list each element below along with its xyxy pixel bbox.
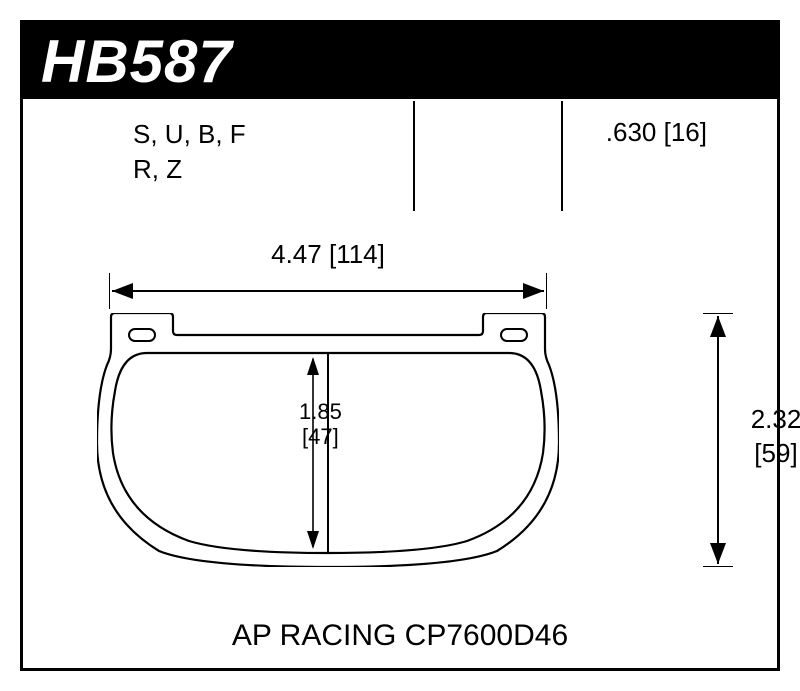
part-number: HB587 — [41, 27, 233, 96]
inner-height-label: 1.85 [47] — [299, 399, 342, 450]
thickness-mm: 16 — [671, 117, 700, 147]
height-mm: 59 — [762, 438, 791, 468]
diagram-content: S, U, B, F R, Z .630 [16] 4.47 [114] — [23, 99, 777, 671]
width-mm: 114 — [336, 239, 377, 269]
height-inches: 2.32 — [751, 404, 800, 434]
inner-mm: 47 — [308, 424, 332, 449]
caliper-model: AP RACING CP7600D46 — [23, 619, 777, 653]
inner-inches: 1.85 — [299, 399, 342, 424]
codes-line1: S, U, B, F — [133, 117, 246, 152]
height-label: 2.32 [59] — [741, 403, 800, 471]
width-arrow — [109, 273, 547, 309]
thickness-dimension: .630 [16] — [606, 117, 707, 148]
compound-codes: S, U, B, F R, Z — [133, 117, 246, 187]
thickness-inches: .630 — [606, 117, 657, 147]
height-dimension: 2.32 [59] — [703, 313, 733, 567]
diagram-frame: HB587 S, U, B, F R, Z .630 [16] 4.47 [11… — [20, 20, 780, 671]
divider-line-2 — [561, 101, 563, 211]
codes-line2: R, Z — [133, 152, 246, 187]
divider-line-1 — [413, 101, 415, 211]
width-label: 4.47 [114] — [109, 239, 547, 270]
width-inches: 4.47 — [271, 239, 322, 269]
height-arrow — [703, 313, 733, 567]
header-bar: HB587 — [23, 23, 777, 99]
width-dimension: 4.47 [114] — [109, 273, 547, 309]
